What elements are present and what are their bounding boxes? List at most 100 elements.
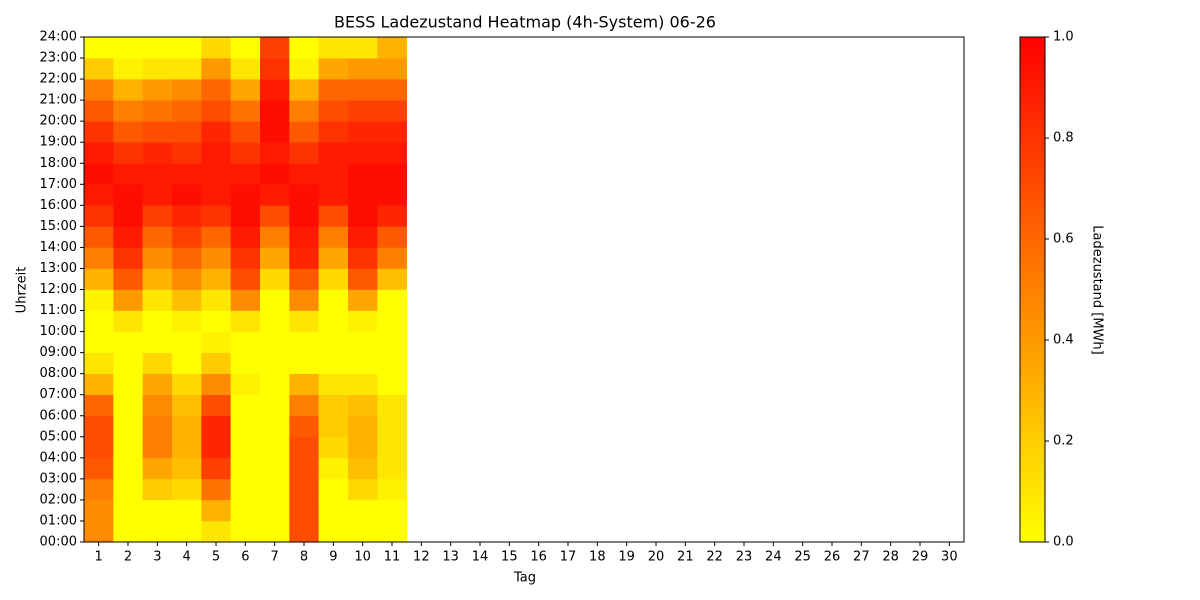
heatmap-cell bbox=[348, 121, 378, 143]
heatmap-cell bbox=[289, 478, 319, 501]
heatmap-cell bbox=[289, 184, 319, 206]
heatmap-cell bbox=[230, 184, 261, 206]
heatmap-cell bbox=[113, 58, 143, 80]
heatmap-cell bbox=[113, 436, 143, 459]
heatmap-cell bbox=[289, 247, 319, 269]
x-tick-label: 21 bbox=[677, 550, 694, 565]
heatmap-cell bbox=[84, 121, 114, 143]
heatmap-cell bbox=[377, 520, 407, 543]
heatmap-cell bbox=[84, 436, 114, 459]
heatmap-cell bbox=[318, 436, 349, 459]
heatmap-cell bbox=[84, 415, 114, 438]
heatmap-cell bbox=[113, 205, 143, 227]
heatmap-cell bbox=[377, 37, 407, 59]
heatmap-cell bbox=[289, 436, 319, 459]
heatmap-cell bbox=[318, 394, 349, 417]
heatmap-cell bbox=[318, 100, 349, 122]
colorbar-tick-label: 0.4 bbox=[1053, 333, 1074, 348]
heatmap-cell bbox=[172, 37, 202, 59]
heatmap-cell bbox=[289, 268, 319, 290]
heatmap-cell bbox=[172, 121, 202, 143]
heatmap-cell bbox=[201, 499, 231, 522]
heatmap-cell bbox=[377, 184, 407, 206]
x-tick-label: 4 bbox=[183, 550, 191, 565]
heatmap-cell bbox=[84, 289, 114, 311]
heatmap-cell bbox=[142, 352, 173, 374]
heatmap-cell bbox=[113, 310, 143, 332]
heatmap-cell bbox=[348, 163, 378, 185]
heatmap-cell bbox=[201, 100, 231, 122]
heatmap-cell bbox=[318, 121, 349, 143]
x-tick-label: 12 bbox=[413, 550, 430, 565]
heatmap-cell bbox=[142, 331, 173, 353]
heatmap-cell bbox=[230, 352, 261, 374]
x-tick-label: 6 bbox=[241, 550, 249, 565]
heatmap-cell bbox=[260, 331, 290, 353]
heatmap-cell bbox=[377, 373, 407, 396]
heatmap-cell bbox=[113, 352, 143, 374]
heatmap-cell bbox=[113, 142, 143, 164]
y-tick-label: 24:00 bbox=[40, 30, 77, 45]
x-tick-label: 15 bbox=[501, 550, 518, 565]
heatmap-cell bbox=[230, 268, 261, 290]
colorbar bbox=[1019, 36, 1046, 543]
y-tick-label: 09:00 bbox=[40, 345, 77, 360]
heatmap-cell bbox=[201, 79, 231, 101]
heatmap-cell bbox=[113, 100, 143, 122]
heatmap-cell bbox=[113, 415, 143, 438]
heatmap-cell bbox=[289, 310, 319, 332]
heatmap-cell bbox=[230, 37, 261, 59]
heatmap-cell bbox=[230, 163, 261, 185]
heatmap-cell bbox=[230, 58, 261, 80]
heatmap-cell bbox=[260, 436, 290, 459]
heatmap-cell bbox=[318, 163, 349, 185]
heatmap-cell bbox=[260, 100, 290, 122]
heatmap-cell bbox=[201, 478, 231, 501]
heatmap-cell bbox=[348, 100, 378, 122]
x-tick-label: 2 bbox=[124, 550, 132, 565]
heatmap-cell bbox=[113, 163, 143, 185]
heatmap-cell bbox=[260, 415, 290, 438]
heatmap-cell bbox=[377, 415, 407, 438]
heatmap-cell bbox=[289, 352, 319, 374]
heatmap-cell bbox=[172, 331, 202, 353]
heatmap-cell bbox=[84, 142, 114, 164]
heatmap-cell bbox=[289, 415, 319, 438]
heatmap-cell bbox=[348, 289, 378, 311]
heatmap-cell bbox=[377, 499, 407, 522]
heatmap-cell bbox=[172, 394, 202, 417]
y-tick-label: 11:00 bbox=[40, 303, 77, 318]
heatmap-cell bbox=[348, 79, 378, 101]
y-tick-label: 22:00 bbox=[40, 72, 77, 87]
heatmap-cell bbox=[318, 457, 349, 480]
heatmap-cell bbox=[230, 373, 261, 396]
heatmap-cell bbox=[348, 331, 378, 353]
x-tick-label: 28 bbox=[882, 550, 899, 565]
heatmap-cell bbox=[377, 226, 407, 248]
x-tick-label: 26 bbox=[824, 550, 841, 565]
heatmap-cell bbox=[84, 520, 114, 543]
heatmap-cell bbox=[172, 205, 202, 227]
heatmap-cell bbox=[84, 394, 114, 417]
heatmap-cell bbox=[260, 352, 290, 374]
heatmap-cell bbox=[377, 205, 407, 227]
heatmap-cell bbox=[289, 142, 319, 164]
heatmap-cell bbox=[142, 478, 173, 501]
heatmap-cell bbox=[142, 121, 173, 143]
y-tick-label: 01:00 bbox=[40, 513, 77, 528]
heatmap-cell bbox=[142, 289, 173, 311]
x-tick-label: 29 bbox=[912, 550, 929, 565]
heatmap-cell bbox=[230, 100, 261, 122]
heatmap-cell bbox=[377, 394, 407, 417]
heatmap-cell bbox=[348, 247, 378, 269]
heatmap-cell bbox=[260, 205, 290, 227]
heatmap-cell bbox=[230, 436, 261, 459]
heatmap-cell bbox=[289, 79, 319, 101]
y-tick-label: 23:00 bbox=[40, 51, 77, 66]
heatmap-cell bbox=[260, 499, 290, 522]
heatmap-cell bbox=[377, 457, 407, 480]
heatmap-cell bbox=[348, 499, 378, 522]
heatmap-cell bbox=[230, 79, 261, 101]
heatmap-cell bbox=[318, 184, 349, 206]
heatmap-cell bbox=[84, 247, 114, 269]
